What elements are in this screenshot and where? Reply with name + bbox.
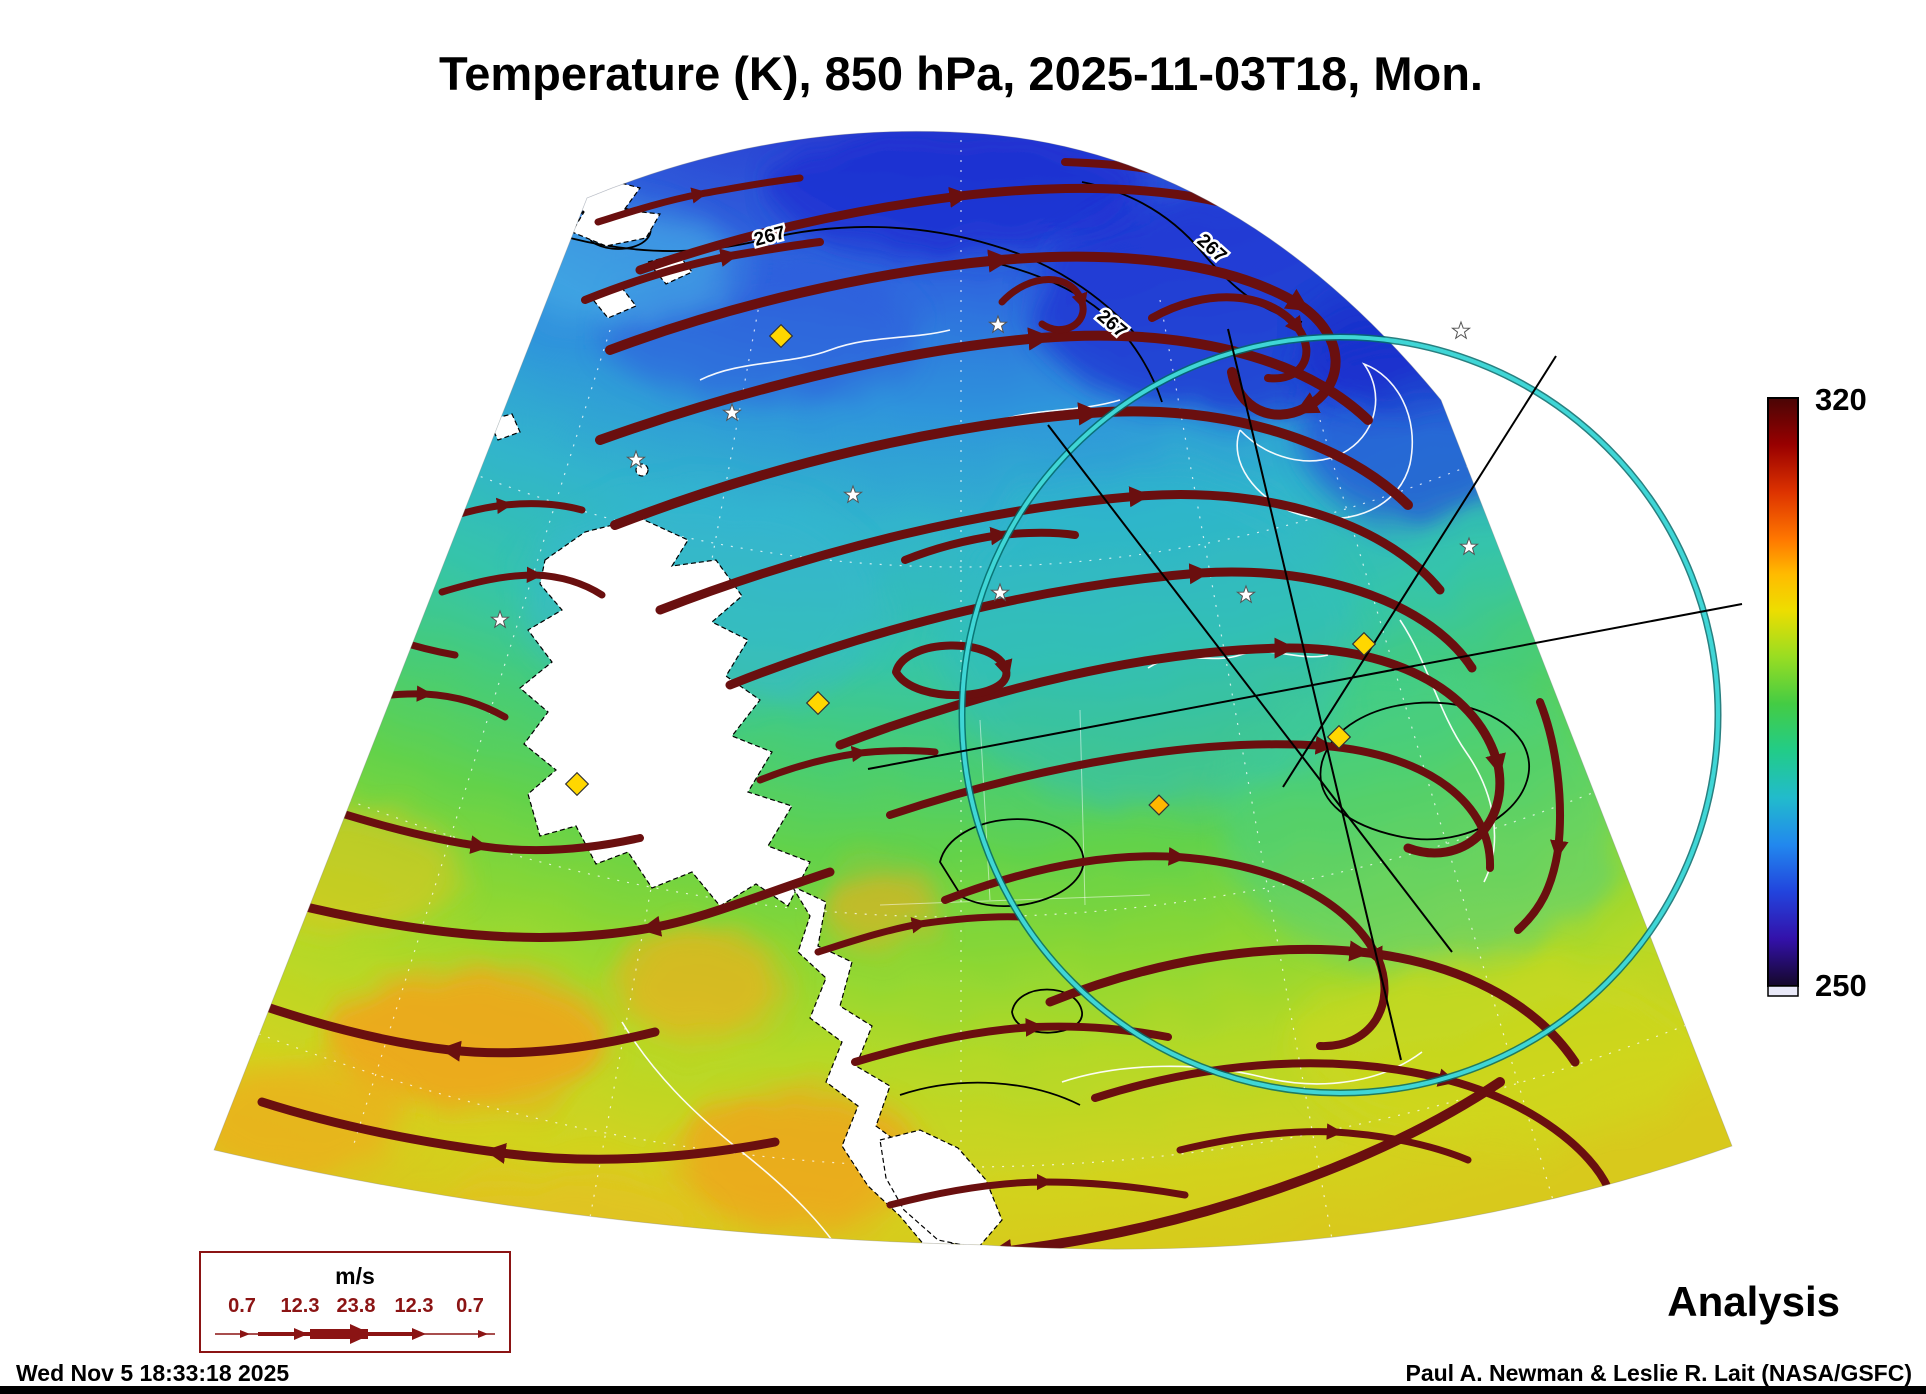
colorbar-endcap	[1767, 985, 1799, 997]
footer-timestamp: Wed Nov 5 18:33:18 2025	[16, 1360, 289, 1386]
sight-line	[1282, 355, 1557, 788]
terminator-overlay	[867, 328, 1743, 1097]
footer-credit: Paul A. Newman & Leslie R. Lait (NASA/GS…	[1405, 1360, 1912, 1386]
footer-divider	[0, 1386, 1926, 1394]
legend-speed-value: 12.3	[281, 1295, 320, 1317]
legend-speed-value: 0.7	[228, 1295, 256, 1317]
station-markers	[564, 323, 1377, 816]
wind-streamlines	[247, 158, 1671, 1250]
legend-unit-label: m/s	[335, 1263, 375, 1289]
colorbar-max-label: 320	[1815, 382, 1867, 417]
station-marker-icon	[1351, 631, 1377, 657]
station-marker-icon	[564, 771, 590, 797]
terminator-circle	[960, 335, 1720, 1095]
sight-line	[1047, 424, 1453, 953]
map-boundary	[213, 130, 1733, 1250]
legend-speed-value: 0.7	[456, 1295, 484, 1317]
page-title: Temperature (K), 850 hPa, 2025-11-03T18,…	[439, 47, 1483, 100]
colorbar-min-label: 250	[1815, 968, 1867, 1003]
legend-arrow-scale	[215, 1324, 495, 1344]
station-marker-icon	[1326, 724, 1352, 750]
wind-speed-legend: m/s 0.7 12.3 23.8 12.3 0.7	[199, 1251, 511, 1353]
sight-line	[867, 603, 1743, 770]
station-marker-icon	[805, 690, 831, 716]
legend-speed-value: 12.3	[395, 1295, 434, 1317]
analysis-label: Analysis	[1667, 1278, 1840, 1325]
station-marker-icon	[1148, 794, 1170, 816]
sight-line	[1227, 328, 1402, 1061]
legend-speed-value: 23.8	[337, 1295, 376, 1317]
legend-box	[199, 1251, 511, 1353]
colorbar: 320 250	[1767, 382, 1867, 1003]
station-marker-icon	[768, 323, 794, 349]
footer: Wed Nov 5 18:33:18 2025 Paul A. Newman &…	[0, 1360, 1926, 1394]
star-marker-icon	[1451, 321, 1471, 339]
colorbar-gradient	[1767, 397, 1799, 987]
